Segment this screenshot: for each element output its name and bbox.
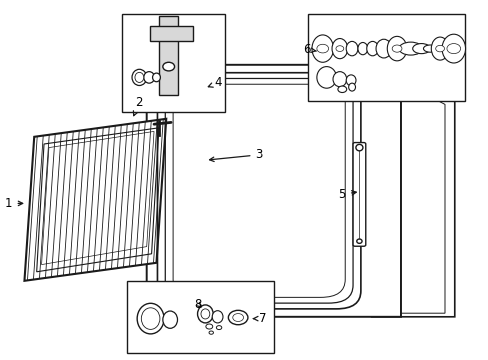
FancyBboxPatch shape	[307, 14, 464, 101]
Ellipse shape	[141, 308, 160, 329]
Ellipse shape	[212, 311, 223, 323]
Circle shape	[163, 62, 174, 71]
Circle shape	[228, 310, 247, 325]
FancyBboxPatch shape	[159, 16, 178, 95]
FancyBboxPatch shape	[149, 26, 192, 41]
Ellipse shape	[216, 325, 222, 330]
Ellipse shape	[346, 75, 355, 86]
Ellipse shape	[201, 309, 209, 319]
Ellipse shape	[355, 144, 362, 151]
Ellipse shape	[356, 239, 361, 243]
Ellipse shape	[435, 45, 444, 52]
Ellipse shape	[135, 72, 143, 82]
Text: 5: 5	[338, 188, 356, 201]
Ellipse shape	[143, 72, 154, 83]
Text: 6: 6	[303, 43, 316, 56]
Ellipse shape	[205, 324, 212, 329]
Ellipse shape	[412, 44, 429, 54]
Ellipse shape	[366, 41, 378, 56]
Polygon shape	[371, 65, 454, 317]
Text: 4: 4	[208, 76, 222, 89]
FancyBboxPatch shape	[352, 143, 365, 246]
Ellipse shape	[208, 331, 213, 334]
Ellipse shape	[423, 45, 436, 52]
Ellipse shape	[430, 37, 448, 60]
Ellipse shape	[337, 86, 346, 93]
Ellipse shape	[391, 45, 401, 52]
Circle shape	[232, 314, 243, 321]
Ellipse shape	[335, 46, 343, 51]
Text: 3: 3	[209, 148, 263, 162]
Text: 2: 2	[133, 96, 143, 116]
FancyBboxPatch shape	[127, 281, 273, 353]
Text: 8: 8	[194, 298, 202, 311]
Ellipse shape	[316, 67, 336, 88]
Text: 1: 1	[5, 197, 22, 210]
Ellipse shape	[348, 83, 355, 91]
Ellipse shape	[163, 311, 177, 328]
Ellipse shape	[375, 39, 391, 58]
Ellipse shape	[316, 44, 328, 53]
Ellipse shape	[132, 69, 146, 85]
Ellipse shape	[446, 44, 460, 54]
Ellipse shape	[346, 41, 357, 56]
Ellipse shape	[357, 42, 367, 55]
Ellipse shape	[137, 303, 163, 334]
Polygon shape	[146, 65, 400, 317]
Ellipse shape	[386, 36, 406, 61]
Ellipse shape	[331, 39, 347, 59]
Ellipse shape	[311, 35, 333, 62]
Polygon shape	[24, 119, 166, 281]
Ellipse shape	[441, 34, 465, 63]
Ellipse shape	[398, 42, 422, 55]
Ellipse shape	[197, 305, 213, 323]
FancyBboxPatch shape	[122, 14, 224, 112]
Ellipse shape	[152, 73, 160, 82]
Ellipse shape	[332, 72, 346, 87]
Text: 7: 7	[253, 312, 266, 325]
